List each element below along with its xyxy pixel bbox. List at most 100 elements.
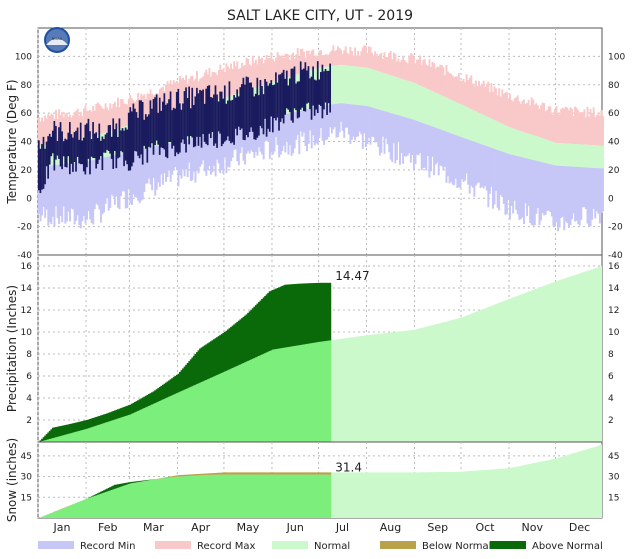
- observed-temp-bar: [86, 123, 88, 167]
- observed-temp-bar: [112, 118, 114, 168]
- temperature-tick-label-left: 40: [21, 138, 33, 148]
- legend-swatch: [155, 541, 191, 549]
- observed-temp-bar: [232, 100, 234, 142]
- observed-temp-bar: [233, 95, 235, 145]
- observed-temp-bar: [329, 64, 331, 113]
- precipitation-tick-label-left: 12: [21, 306, 32, 316]
- observed-temp-bar: [215, 85, 217, 143]
- observed-temp-bar: [246, 77, 248, 135]
- month-tick-label: Oct: [476, 521, 496, 534]
- precipitation-tick-label-right: 16: [608, 262, 620, 272]
- observed-temp-bar: [43, 137, 45, 189]
- observed-temp-bar: [305, 62, 307, 111]
- normal-temp-bar: [602, 146, 604, 169]
- observed-temp-bar: [303, 69, 305, 111]
- temperature-tick-label-right: -20: [608, 223, 623, 233]
- snow-tick-label-left: 45: [21, 452, 32, 462]
- observed-temp-bar: [182, 103, 184, 139]
- temperature-tick-label-right: 20: [608, 166, 620, 176]
- observed-temp-bar: [77, 128, 79, 157]
- temperature-tick-label-right: 100: [608, 52, 625, 62]
- observed-temp-bar: [78, 140, 80, 163]
- observed-temp-bar: [49, 134, 51, 165]
- observed-temp-bar: [100, 141, 102, 156]
- precipitation-tick-label-left: 8: [26, 350, 32, 360]
- observed-temp-bar: [64, 139, 66, 167]
- observed-temp-bar: [311, 77, 313, 120]
- precipitation-tick-label-left: 6: [26, 372, 32, 382]
- observed-temp-bar: [66, 140, 68, 168]
- observed-temp-bar: [287, 85, 289, 109]
- snow-normal-bar: [329, 475, 331, 518]
- observed-temp-bar: [95, 132, 97, 168]
- observed-temp-bar: [253, 96, 255, 139]
- observed-temp-bar: [198, 93, 200, 145]
- temperature-tick-label-left: 20: [21, 166, 33, 176]
- observed-temp-bar: [140, 100, 142, 154]
- observed-temp-bar: [111, 137, 113, 159]
- precipitation-tick-label-right: 8: [608, 350, 614, 360]
- observed-temp-bar: [129, 107, 131, 170]
- temperature-tick-label-right: 60: [608, 109, 620, 119]
- observed-temp-bar: [322, 65, 324, 119]
- observed-temp-bar: [224, 85, 226, 141]
- observed-temp-bar: [210, 97, 212, 138]
- observed-temp-bar: [40, 149, 42, 193]
- observed-temp-bar: [92, 122, 94, 158]
- observed-temp-bar: [103, 139, 105, 153]
- observed-temp-bar: [75, 131, 77, 172]
- observed-temp-bar: [199, 90, 201, 137]
- precipitation-tick-label-left: 16: [21, 262, 33, 272]
- observed-temp-bar: [318, 79, 320, 104]
- month-tick-label: Sep: [427, 521, 448, 534]
- observed-temp-bar: [274, 85, 276, 119]
- precipitation-above-normal-bar: [329, 283, 331, 341]
- precipitation-tick-label-left: 2: [26, 416, 32, 426]
- observed-temp-bar: [187, 98, 189, 136]
- observed-temp-bar: [236, 89, 238, 135]
- observed-temp-bar: [281, 73, 283, 119]
- observed-temp-bar: [108, 125, 110, 151]
- temperature-tick-label-left: 80: [21, 81, 33, 91]
- observed-temp-bar: [213, 94, 215, 145]
- observed-temp-bar: [126, 130, 128, 165]
- observed-temp-bar: [139, 100, 141, 158]
- observed-temp-bar: [230, 101, 232, 144]
- temperature-tick-label-right: -40: [608, 251, 623, 261]
- observed-temp-bar: [123, 131, 125, 167]
- observed-temp-bar: [71, 134, 73, 164]
- observed-temp-bar: [151, 109, 153, 143]
- snow-ytd-label: 31.4: [335, 461, 362, 475]
- observed-temp-bar: [212, 98, 214, 132]
- observed-temp-bar: [131, 111, 133, 166]
- observed-temp-bar: [283, 70, 285, 124]
- observed-temp-bar: [301, 70, 303, 108]
- temperature-tick-label-left: -40: [17, 251, 32, 261]
- temperature-tick-label-left: 0: [26, 194, 32, 204]
- observed-temp-bar: [277, 83, 279, 118]
- observed-temp-bar: [177, 89, 179, 154]
- observed-temp-bar: [295, 84, 297, 111]
- snow-tick-label-left: 30: [21, 473, 33, 483]
- temperature-tick-label-right: 40: [608, 138, 620, 148]
- observed-temp-bar: [74, 132, 76, 162]
- observed-temp-bar: [193, 105, 195, 147]
- observed-temp-bar: [191, 88, 193, 138]
- observed-temp-bar: [219, 92, 221, 134]
- legend-label: Record Max: [197, 541, 255, 552]
- precipitation-normal-bar: [329, 340, 331, 442]
- temperature-tick-label-left: -20: [17, 223, 32, 233]
- observed-temp-bar: [297, 82, 299, 119]
- observed-temp-bar: [156, 94, 158, 140]
- precipitation-tick-label-right: 2: [608, 416, 614, 426]
- observed-temp-bar: [134, 109, 136, 151]
- observed-temp-bar: [249, 83, 251, 132]
- precipitation-tick-label-left: 4: [26, 394, 32, 404]
- observed-temp-bar: [167, 103, 169, 158]
- observed-temp-bar: [252, 87, 254, 131]
- observed-temp-bar: [154, 97, 156, 145]
- observed-temp-bar: [89, 131, 91, 174]
